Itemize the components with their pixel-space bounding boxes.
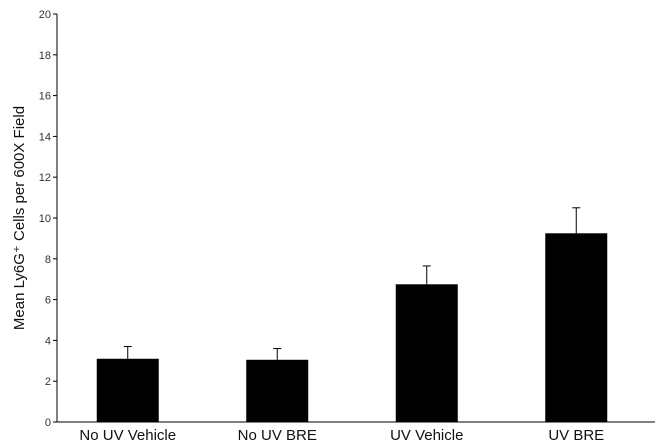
x-tick-labels: No UV Vehicle No UV BRE UV Vehicle UV BRE bbox=[79, 427, 604, 444]
y-tick-label: 20 bbox=[39, 9, 51, 21]
x-tick-label: UV BRE bbox=[548, 427, 604, 444]
y-tick-label: 6 bbox=[45, 295, 51, 307]
y-tick-label: 12 bbox=[39, 172, 51, 184]
y-tick-label: 14 bbox=[39, 131, 51, 143]
y-axis-label: Mean Ly6G⁺ Cells per 600X Field bbox=[11, 106, 28, 330]
y-tick-label: 0 bbox=[45, 417, 51, 429]
y-tick-label: 8 bbox=[45, 254, 51, 266]
bar bbox=[395, 284, 458, 422]
x-tick-label: No UV BRE bbox=[238, 427, 317, 444]
x-axis: No UV Vehicle No UV BRE UV Vehicle UV BRE bbox=[57, 421, 655, 444]
y-tick-label: 10 bbox=[39, 213, 51, 225]
bar bbox=[246, 359, 309, 422]
y-tick-label: 2 bbox=[45, 376, 51, 388]
y-tick-label: 16 bbox=[39, 91, 51, 103]
y-tick-label: 4 bbox=[45, 335, 51, 347]
bars bbox=[96, 233, 608, 422]
bar bbox=[96, 358, 159, 422]
x-tick-label: UV Vehicle bbox=[390, 427, 463, 444]
y-axis: 0 2 4 6 8 10 12 14 16 18 20 bbox=[39, 9, 58, 429]
y-tick-label: 18 bbox=[39, 50, 51, 62]
error-bars bbox=[123, 207, 581, 360]
bar bbox=[545, 233, 608, 422]
x-tick-label: No UV Vehicle bbox=[79, 427, 176, 444]
y-ticks: 0 2 4 6 8 10 12 14 16 18 20 bbox=[39, 9, 57, 429]
